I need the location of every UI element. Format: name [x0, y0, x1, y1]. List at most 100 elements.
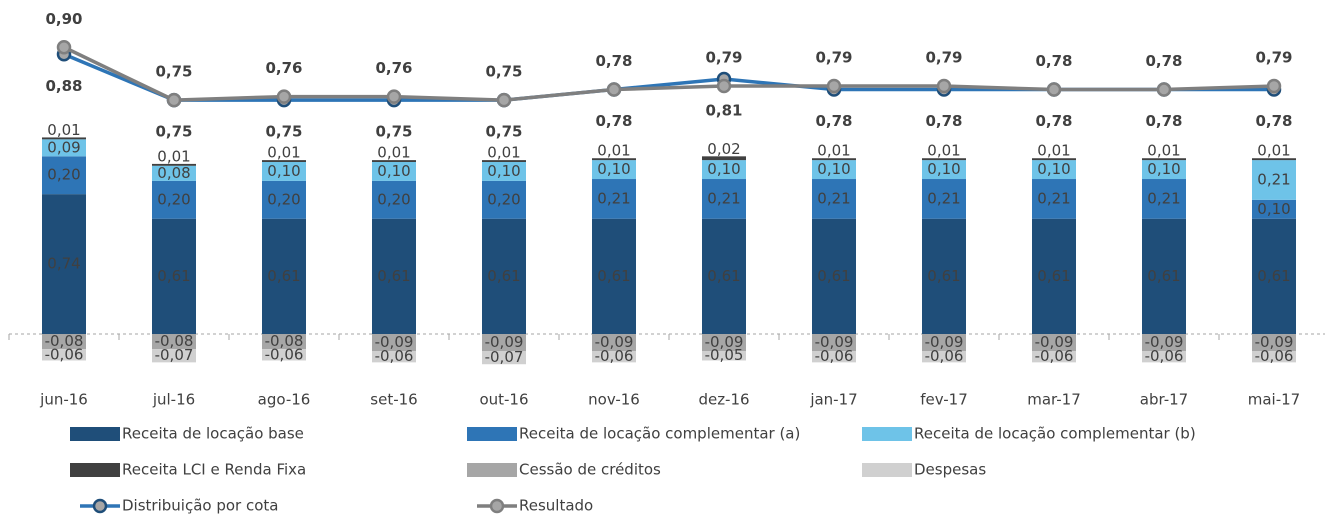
bar: [1142, 160, 1186, 180]
bar: [1032, 334, 1076, 352]
bar-value-label: -0,06: [45, 345, 84, 363]
bar: [812, 334, 856, 352]
bar-value-label: 0,20: [377, 190, 410, 208]
bar-value-label: 0,61: [817, 267, 850, 285]
bar-value-label: 0,21: [597, 189, 630, 207]
line-marker: [606, 82, 622, 97]
bar: [1142, 351, 1186, 363]
bar: [1032, 179, 1076, 219]
line-value-label: 0,76: [265, 59, 302, 77]
legend-marker: [489, 498, 505, 514]
bar: [482, 162, 526, 181]
bar-value-label: -0,06: [265, 345, 304, 363]
bar: [812, 179, 856, 219]
bar: [702, 351, 746, 361]
x-tick-label: jun-16: [39, 391, 88, 409]
bar-value-label: 0,01: [47, 121, 80, 139]
bar-value-label: -0,05: [705, 346, 744, 364]
bar: [152, 218, 196, 334]
bar-value-label: 0,61: [487, 267, 520, 285]
bar-value-label: 0,10: [927, 160, 960, 178]
bar-value-label: 0,61: [1037, 267, 1070, 285]
bar-value-label: 0,01: [927, 142, 960, 160]
bar: [1252, 158, 1296, 161]
bar: [262, 160, 306, 163]
bar-value-label: -0,09: [1035, 333, 1074, 351]
legend-swatch: [862, 463, 912, 477]
bar-value-label: -0,07: [155, 346, 194, 364]
bar: [1252, 351, 1296, 363]
line-marker: [936, 78, 952, 94]
line-value-label: 0,78: [595, 52, 632, 70]
bar-value-label: 0,61: [1147, 267, 1180, 285]
bar-value-label: 0,01: [1037, 142, 1070, 160]
line-marker: [386, 89, 402, 104]
bar: [152, 349, 196, 363]
bar-value-label: -0,08: [265, 332, 304, 350]
bar-value-label: -0,07: [485, 348, 524, 366]
line-value-label: 0,78: [595, 112, 632, 130]
bar: [42, 194, 86, 334]
bar: [262, 180, 306, 219]
x-tick-label: dez-16: [698, 391, 749, 409]
legend-label: Distribuição por cota: [122, 497, 278, 515]
line-marker: [716, 78, 732, 94]
bar: [592, 160, 636, 180]
bar: [812, 351, 856, 363]
bar: [42, 137, 86, 140]
bar: [812, 160, 856, 180]
bar-value-label: -0,06: [925, 347, 964, 365]
legend-label: Receita de locação complementar (b): [914, 425, 1196, 443]
line-value-label: 0,75: [485, 123, 522, 141]
line-marker: [1156, 82, 1172, 97]
bar: [482, 180, 526, 219]
line-value-label: 0,78: [815, 112, 852, 130]
bar: [152, 165, 196, 181]
bar-value-label: -0,09: [705, 333, 744, 351]
legend-swatch: [467, 427, 517, 441]
line-value-label: 0,79: [705, 49, 742, 67]
bar: [702, 334, 746, 352]
bar: [262, 218, 306, 334]
bar-value-label: -0,06: [815, 347, 854, 365]
bar-value-label: 0,10: [1257, 200, 1290, 218]
bar: [1032, 218, 1076, 334]
bar-value-label: -0,09: [815, 333, 854, 351]
bar-value-label: -0,06: [595, 347, 634, 365]
bar: [592, 179, 636, 219]
bar: [482, 160, 526, 163]
x-tick-label: ago-16: [258, 391, 311, 409]
bar-value-label: -0,09: [1255, 333, 1294, 351]
bar: [482, 218, 526, 334]
bar-value-label: 0,01: [1147, 142, 1180, 160]
bar-value-label: 0,21: [1257, 170, 1290, 188]
bar-value-label: 0,20: [487, 190, 520, 208]
bar: [922, 351, 966, 363]
bar: [372, 162, 416, 181]
line: [63, 52, 1274, 102]
bar: [1252, 199, 1296, 219]
legend-swatch: [70, 463, 120, 477]
legend-label: Cessão de créditos: [519, 461, 661, 479]
line-value-label: 0,78: [1035, 52, 1072, 70]
legend-swatch: [467, 463, 517, 477]
bar: [592, 351, 636, 363]
bar-value-label: -0,06: [1145, 347, 1184, 365]
line-value-label: 0,76: [375, 59, 412, 77]
line-value-label: 0,79: [925, 49, 962, 67]
line-value-label: 0,79: [1255, 49, 1292, 67]
x-tick-label: nov-16: [588, 391, 640, 409]
bar-value-label: 0,74: [47, 255, 80, 273]
bar-value-label: 0,10: [707, 160, 740, 178]
bar: [42, 139, 86, 157]
bar-value-label: 0,21: [1147, 189, 1180, 207]
bar: [922, 160, 966, 180]
line-marker: [276, 89, 292, 104]
bar-value-label: 0,21: [707, 189, 740, 207]
x-tick-label: fev-17: [920, 391, 967, 409]
bar: [702, 218, 746, 334]
bar-value-label: -0,09: [485, 333, 524, 351]
bar-value-label: 0,01: [597, 142, 630, 160]
line-value-label: 0,75: [485, 63, 522, 81]
